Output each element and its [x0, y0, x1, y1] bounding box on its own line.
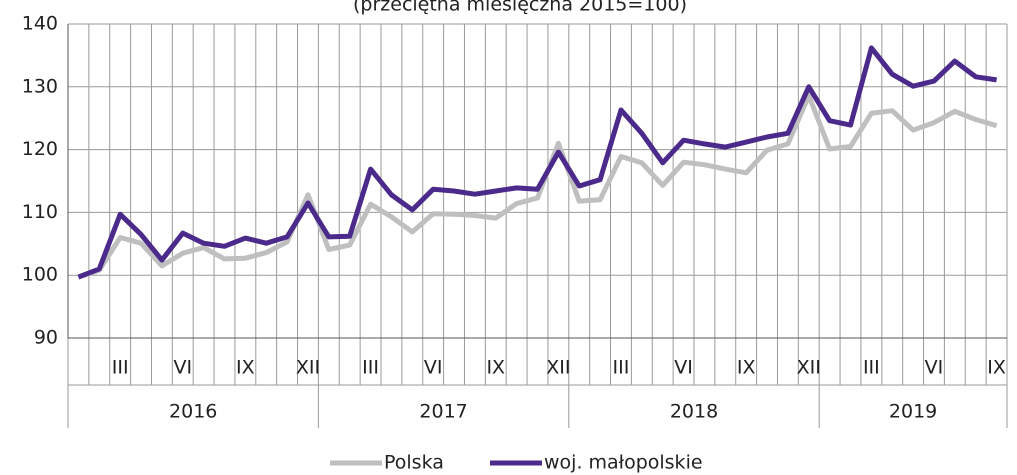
- x-tick-label: VI: [424, 357, 443, 379]
- year-label: 2019: [889, 401, 937, 423]
- x-tick-label: VI: [173, 357, 192, 379]
- x-tick-label: IX: [236, 357, 255, 379]
- y-tick-label: 140: [22, 13, 58, 35]
- y-tick-label: 100: [22, 264, 58, 286]
- y-tick-label: 130: [22, 75, 58, 97]
- legend-label: Polska: [384, 452, 444, 474]
- x-tick-label: IX: [737, 357, 756, 379]
- year-label: 2017: [419, 401, 467, 423]
- x-tick-label: XII: [546, 357, 570, 379]
- year-label: 2018: [670, 401, 718, 423]
- x-tick-label: VI: [925, 357, 944, 379]
- chart-subtitle: (przeciętna miesięczna 2015=100): [353, 0, 687, 16]
- y-tick-label: 110: [22, 201, 58, 223]
- x-tick-label: III: [112, 357, 129, 379]
- series-line: [77, 93, 998, 280]
- x-tick-label: VI: [674, 357, 693, 379]
- series-line: [77, 45, 997, 280]
- x-tick-label: XII: [296, 357, 320, 379]
- y-tick-label: 120: [22, 138, 58, 160]
- y-tick-label: 90: [34, 327, 58, 349]
- x-tick-label: XII: [797, 357, 821, 379]
- legend-label: woj. małopolskie: [544, 452, 703, 474]
- x-tick-label: III: [863, 357, 880, 379]
- x-tick-label: IX: [486, 357, 505, 379]
- x-tick-label: III: [613, 357, 630, 379]
- x-tick-label: III: [362, 357, 379, 379]
- year-label: 2016: [169, 401, 217, 423]
- x-tick-label: IX: [987, 357, 1006, 379]
